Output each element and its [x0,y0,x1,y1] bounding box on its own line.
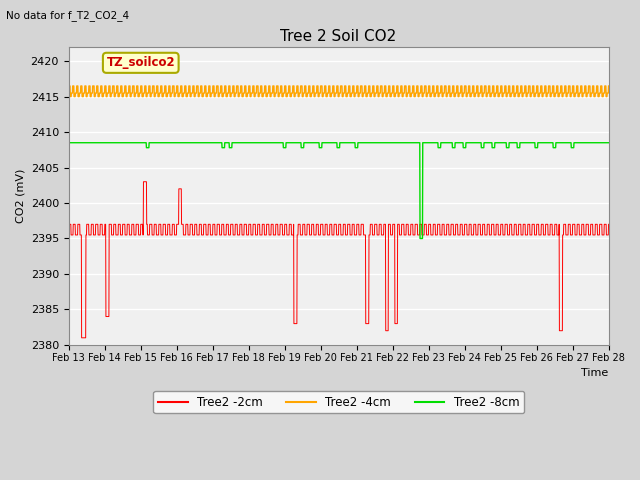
Tree2 -4cm [589,83,596,89]
Tree2 -2cm [78,335,86,341]
Tree2 -4cm [589,83,597,89]
Legend: Tree2 -2cm, Tree2 -4cm, Tree2 -8cm: Tree2 -2cm, Tree2 -4cm, Tree2 -8cm [153,391,524,413]
Tree2 -2cm [589,232,597,238]
Line: Tree2 -8cm: Tree2 -8cm [68,143,609,239]
Tree2 -8cm [589,140,596,145]
Tree2 -8cm [92,140,100,145]
Tree2 -4cm [65,83,72,89]
Tree2 -8cm [313,140,321,145]
Tree2 -8cm [605,140,612,145]
Tree2 -2cm [605,221,612,227]
Tree2 -2cm [328,221,335,227]
Tree2 -4cm [328,90,335,96]
Tree2 -8cm [416,236,424,241]
Tree2 -8cm [65,140,72,145]
Tree2 -8cm [327,140,335,145]
Tree2 -2cm [589,232,597,238]
Y-axis label: CO2 (mV): CO2 (mV) [15,169,25,223]
Tree2 -2cm [93,221,100,227]
Tree2 -4cm [490,94,498,99]
Tree2 -2cm [490,232,498,238]
Tree2 -4cm [67,94,74,99]
Text: No data for f_T2_CO2_4: No data for f_T2_CO2_4 [6,10,129,21]
Tree2 -8cm [589,140,597,145]
Text: TZ_soilco2: TZ_soilco2 [106,56,175,69]
Tree2 -2cm [140,179,147,185]
Tree2 -4cm [605,83,612,89]
Tree2 -4cm [314,83,321,89]
X-axis label: Time: Time [581,368,609,378]
Tree2 -8cm [490,145,498,151]
Tree2 -2cm [314,221,321,227]
Line: Tree2 -4cm: Tree2 -4cm [68,86,609,96]
Title: Tree 2 Soil CO2: Tree 2 Soil CO2 [280,29,397,44]
Tree2 -4cm [93,90,100,96]
Line: Tree2 -2cm: Tree2 -2cm [68,182,609,338]
Tree2 -2cm [65,221,72,227]
